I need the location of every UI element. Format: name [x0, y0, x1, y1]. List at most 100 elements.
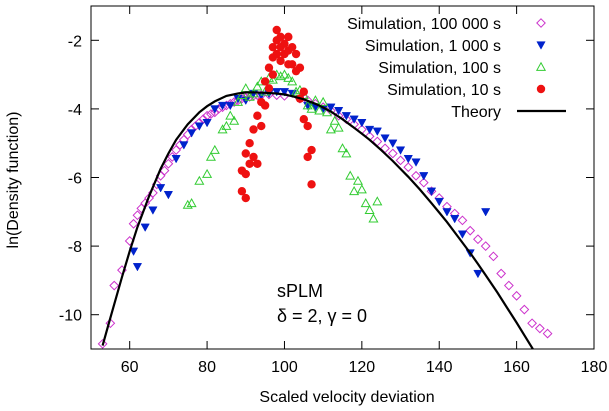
point-simulation-100-s — [372, 196, 383, 206]
point-simulation-1-000-s — [442, 208, 452, 217]
point-simulation-100-s — [333, 122, 344, 132]
y-tick-label: -6 — [68, 171, 82, 188]
point-simulation-100-000-s — [109, 280, 120, 291]
point-simulation-10-s — [307, 180, 316, 189]
point-simulation-100-s — [341, 148, 352, 158]
point-simulation-100-s — [364, 204, 375, 214]
point-simulation-1-000-s — [163, 191, 174, 200]
point-simulation-100-s — [232, 96, 244, 106]
point-simulation-10-s — [257, 121, 266, 131]
point-simulation-100-000-s — [217, 102, 228, 113]
point-simulation-100-000-s — [403, 162, 414, 173]
point-simulation-100-000-s — [128, 218, 139, 229]
axes: 60 80 100 120 140 160 180 -2 -4 -6 -8 -10 — [59, 5, 607, 376]
point-simulation-10-s — [280, 39, 289, 48]
x-tick-label: 160 — [503, 359, 530, 376]
point-simulation-10-s — [241, 149, 250, 158]
point-simulation-100-s — [291, 86, 302, 96]
y-tick-label: -8 — [68, 239, 82, 256]
point-simulation-1-000-s — [450, 215, 460, 224]
point-simulation-100-000-s — [387, 148, 398, 159]
point-simulation-100-000-s — [159, 165, 170, 176]
point-simulation-100-000-s — [511, 290, 522, 301]
point-simulation-100-s — [267, 74, 278, 84]
plot-marks — [97, 25, 553, 349]
legend-label-simulation-1-000-s: Simulation, 1 000 s — [365, 38, 501, 55]
point-simulation-10-s — [245, 139, 254, 148]
point-simulation-100-s — [325, 124, 336, 134]
point-simulation-100-s — [345, 170, 356, 180]
point-simulation-1-000-s — [179, 141, 189, 150]
point-simulation-100-000-s — [534, 323, 545, 334]
point-simulation-100-000-s — [542, 328, 553, 339]
point-simulation-10-s — [249, 152, 258, 162]
legend: Simulation, 100 000 s Simulation, 1 000 s… — [347, 16, 566, 121]
point-simulation-10-s — [299, 114, 309, 124]
y-tick-label: -2 — [68, 33, 82, 50]
point-simulation-10-s — [307, 145, 316, 155]
x-tick-label: 120 — [348, 359, 375, 376]
point-simulation-10-s — [245, 159, 254, 168]
point-simulation-100-000-s — [457, 215, 468, 226]
point-simulation-100-000-s — [418, 177, 429, 188]
point-simulation-1-000-s — [194, 122, 204, 131]
point-simulation-100-s — [202, 168, 213, 178]
point-simulation-100-s — [306, 103, 317, 113]
point-simulation-100-s — [209, 144, 220, 154]
point-simulation-1-000-s — [326, 103, 336, 112]
point-simulation-100-s — [352, 175, 364, 185]
point-simulation-10-s — [253, 159, 262, 168]
point-simulation-1-000-s — [128, 247, 139, 256]
point-simulation-10-s — [237, 187, 247, 196]
point-simulation-1-000-s — [156, 184, 166, 193]
point-simulation-1-000-s — [395, 146, 406, 155]
point-simulation-10-s — [299, 87, 309, 96]
point-simulation-1-000-s — [186, 129, 197, 138]
point-simulation-100-000-s — [480, 241, 491, 252]
point-simulation-10-s — [284, 32, 293, 42]
point-simulation-10-s — [276, 56, 285, 66]
point-simulation-100-000-s — [209, 107, 220, 118]
legend-label-theory: Theory — [451, 104, 501, 121]
point-simulation-10-s — [241, 169, 250, 179]
point-simulation-100-s — [302, 100, 313, 110]
x-tick-label: 80 — [198, 359, 216, 376]
point-simulation-100-000-s — [163, 158, 174, 169]
point-simulation-10-s — [272, 49, 281, 59]
point-simulation-100-000-s — [488, 251, 499, 262]
point-simulation-100-s — [356, 184, 367, 194]
point-simulation-100-s — [229, 115, 240, 125]
x-tick-label: 100 — [271, 359, 298, 376]
point-simulation-1-000-s — [357, 119, 367, 128]
x-tick-label: 60 — [121, 359, 139, 376]
point-simulation-10-s — [241, 193, 250, 203]
point-simulation-10-s — [276, 32, 285, 42]
point-simulation-100-s — [225, 110, 236, 120]
point-simulation-1-000-s — [481, 208, 491, 217]
point-simulation-1-000-s — [279, 88, 290, 97]
point-simulation-10-s — [268, 70, 278, 79]
point-simulation-1-000-s — [225, 101, 235, 111]
point-simulation-100-s — [205, 151, 216, 161]
point-simulation-1-000-s — [426, 187, 437, 196]
point-simulation-100-000-s — [473, 234, 483, 245]
point-simulation-100-000-s — [527, 318, 537, 329]
point-simulation-1-000-s — [403, 155, 413, 164]
annotation-params: δ = 2, γ = 0 — [277, 306, 367, 326]
legend-label-simulation-100-s: Simulation, 100 s — [378, 60, 501, 77]
point-simulation-10-s — [249, 125, 258, 134]
point-simulation-1-000-s — [202, 119, 212, 128]
point-simulation-1-000-s — [473, 269, 483, 279]
point-simulation-100-s — [252, 81, 263, 91]
point-simulation-1-000-s — [272, 88, 282, 97]
point-simulation-100-000-s — [496, 268, 507, 279]
point-simulation-100-s — [287, 76, 298, 86]
point-simulation-1-000-s — [148, 206, 158, 215]
point-simulation-10-s — [264, 84, 274, 93]
y-tick-label: -10 — [59, 308, 82, 325]
point-simulation-1-000-s — [132, 263, 143, 272]
point-simulation-1-000-s — [334, 107, 344, 116]
point-simulation-1-000-s — [419, 172, 429, 181]
legend-label-simulation-10-s: Simulation, 10 s — [387, 82, 501, 99]
